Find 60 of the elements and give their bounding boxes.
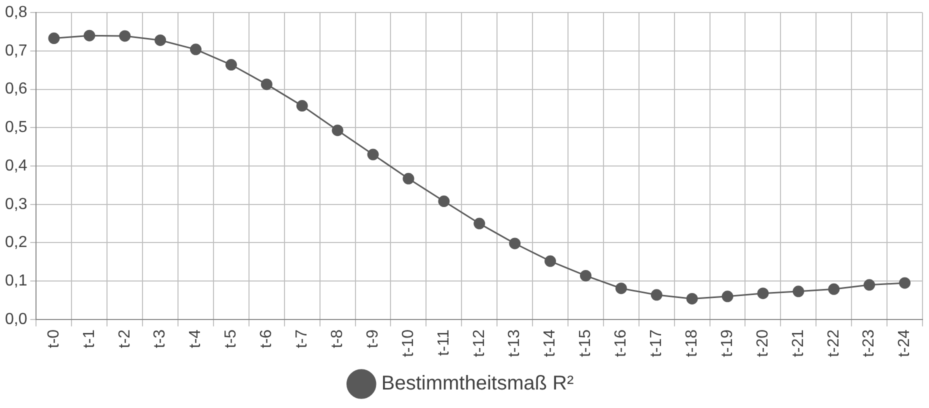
x-tick-label: t-18 bbox=[683, 329, 700, 358]
y-tick-label: 0,3 bbox=[4, 196, 28, 213]
x-tick-label: t-22 bbox=[825, 329, 842, 358]
point bbox=[474, 218, 486, 230]
point bbox=[84, 30, 96, 42]
y-tick-label: 0,0 bbox=[4, 310, 28, 328]
point bbox=[402, 172, 414, 184]
x-tick-label: t-20 bbox=[754, 329, 772, 358]
x-tick-label: t-21 bbox=[790, 329, 807, 358]
point bbox=[544, 255, 556, 267]
legend-label: Bestimmtheitsmaß R² bbox=[381, 372, 574, 395]
x-tick-label: t-15 bbox=[577, 329, 594, 358]
x-tick-label: t-16 bbox=[612, 329, 630, 358]
point bbox=[260, 78, 272, 90]
x-tick-label: t-6 bbox=[258, 329, 276, 348]
point bbox=[509, 238, 521, 250]
x-tick-label: t-13 bbox=[506, 329, 524, 358]
point bbox=[332, 124, 344, 136]
point bbox=[154, 34, 166, 46]
point bbox=[792, 286, 804, 298]
x-tick-label: t-12 bbox=[470, 329, 488, 358]
x-tick-label: t-23 bbox=[860, 329, 878, 358]
x-tick-label: t-1 bbox=[80, 329, 98, 348]
x-tick-label: t-0 bbox=[45, 329, 62, 348]
x-tick-label: t-7 bbox=[294, 329, 311, 348]
y-tick-label: 0,6 bbox=[4, 80, 28, 98]
point bbox=[615, 282, 627, 294]
point bbox=[828, 283, 840, 295]
y-tick-label: 0,1 bbox=[4, 272, 28, 290]
point bbox=[225, 59, 237, 71]
y-tick-label: 0,8 bbox=[4, 4, 28, 22]
point bbox=[864, 279, 876, 291]
x-tick-label: t-8 bbox=[328, 329, 346, 348]
x-tick-label: t-24 bbox=[896, 329, 914, 358]
point bbox=[899, 277, 911, 289]
x-tick-label: t-14 bbox=[542, 329, 559, 358]
y-tick-label: 0,2 bbox=[4, 234, 28, 252]
x-tick-label: t-4 bbox=[187, 329, 204, 348]
x-tick-label: t-19 bbox=[718, 329, 736, 358]
point bbox=[438, 196, 450, 208]
point bbox=[119, 30, 131, 42]
y-tick-label: 0,5 bbox=[4, 119, 28, 136]
point bbox=[757, 288, 769, 300]
point bbox=[296, 100, 308, 112]
y-tick-label: 0,4 bbox=[4, 157, 28, 174]
x-tick-label: t-11 bbox=[435, 329, 452, 356]
x-tick-label: t-9 bbox=[364, 329, 382, 348]
point bbox=[190, 44, 202, 56]
point bbox=[580, 270, 592, 282]
y-tick-label: 0,7 bbox=[4, 42, 28, 60]
point bbox=[48, 32, 60, 44]
point bbox=[650, 289, 662, 301]
x-tick-label: t-5 bbox=[222, 329, 240, 348]
point bbox=[722, 290, 734, 302]
point bbox=[686, 292, 698, 304]
x-tick-label: t-3 bbox=[152, 329, 169, 348]
x-tick-label: t-17 bbox=[648, 329, 666, 358]
point bbox=[367, 148, 379, 160]
x-tick-label: t-10 bbox=[400, 329, 417, 358]
x-tick-label: t-2 bbox=[116, 329, 134, 348]
